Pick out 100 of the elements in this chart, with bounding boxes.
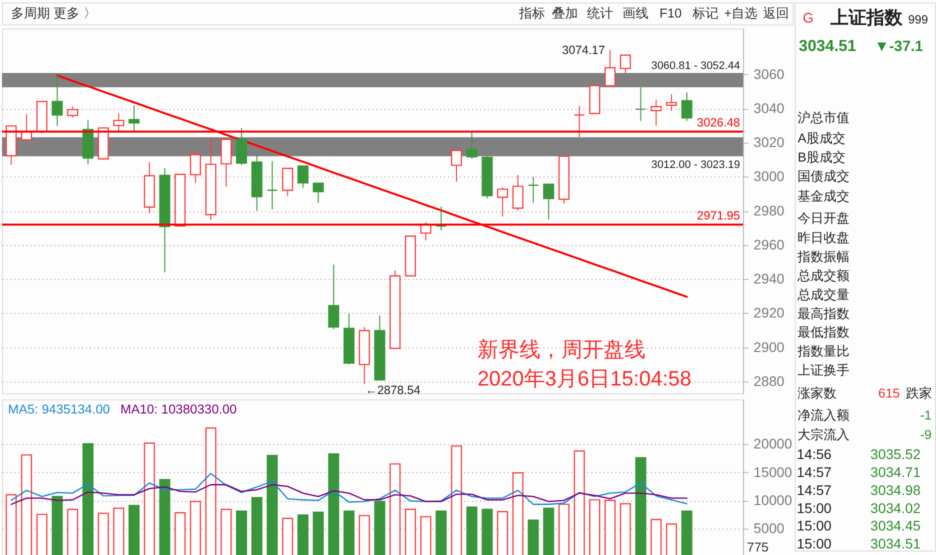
text: 多周期 [10,5,50,20]
text: 国债成交 [798,168,850,184]
text: 净流入额 [798,407,850,422]
bar [635,457,646,555]
text: 3034.45 [870,518,921,534]
text: 沪总市值 [798,110,850,125]
candlestick [635,86,646,122]
bar [82,443,94,555]
text: 15:00 [796,518,832,534]
y-tick-label: 2960 [753,236,785,252]
bar [482,508,493,555]
text: 跌家 [906,385,932,400]
text: 昨日收盘 [798,230,850,246]
bar [466,506,478,555]
line-series [10,472,688,505]
candlestick [266,160,278,210]
bar [374,500,386,555]
ref-line-label: 3026.48 [696,116,740,130]
text: 指标 [518,5,546,20]
candlestick [466,132,478,160]
text: 大宗流入 [798,427,850,442]
text: 3034.71 [870,464,921,480]
candlestick [650,99,662,126]
bar [328,453,340,555]
text: F10 [659,5,682,20]
text: 最低指数 [798,324,850,340]
text: 15:00 [796,500,832,516]
text: 今日开盘 [798,210,850,226]
candlestick [604,50,616,86]
candlestick [666,94,677,112]
line-series [10,484,688,505]
text: 更多 〉 [54,5,96,20]
y-tick-label: 2940 [753,270,785,287]
candlestick [52,74,63,126]
text: A股成交 [798,130,846,146]
text: 3034.02 [870,500,921,516]
candlestick [620,54,631,74]
y-tick-label: 2980 [753,202,785,218]
text: +自选 [724,5,758,20]
text: 615 [878,385,900,400]
annotation: ←2878.54 [365,382,421,397]
bar [312,512,324,555]
candlestick [190,148,201,184]
bar [266,454,278,555]
candlestick [543,184,554,220]
text: 指数量比 [796,344,850,359]
text: 15:00 [796,536,832,552]
text: -1 [920,407,932,422]
y-tick-label: 3020 [753,134,785,150]
bar [543,508,554,555]
text: 3034.51 [798,38,856,56]
candlestick [328,264,340,330]
text: 指数振幅 [796,249,850,264]
text: 3034.51 [870,536,921,552]
ref-line-label: 2971.95 [696,208,740,223]
candlestick [67,106,78,118]
candlestick [236,128,248,166]
text: G [802,9,814,26]
bar [436,510,447,555]
text: 上证换手 [798,362,850,378]
candlestick [113,112,124,132]
text: 3035.52 [870,446,921,462]
bar [344,510,355,555]
y-tick-label: 15000 [753,464,792,480]
text: MA10: 10380330.00 [120,401,237,416]
candlestick [497,186,508,217]
band-label: 3060.81 - 3052.44 [651,60,740,72]
text: 叠加 [552,5,578,20]
annotation: 2020年3月6日15:04:58 [477,367,692,390]
y-tick-label: 2880 [753,372,785,389]
candlestick [312,182,324,204]
bar [52,496,63,555]
candlestick [574,105,585,138]
bar [681,510,692,555]
y-tick-label: 2920 [753,304,785,321]
text: 总成交量 [796,286,850,302]
bar [159,479,170,555]
text: 3034.98 [870,482,921,498]
candlestick [297,165,308,189]
candlestick [528,176,539,204]
text: 统计 [586,5,613,20]
text: 最高指数 [798,306,850,321]
bar [297,514,308,555]
text: 775 [747,540,769,555]
candlestick [282,168,294,196]
text: 基金成交 [798,188,850,204]
candlestick [681,92,692,122]
text: 上证指数 [830,7,904,28]
text: 涨家数 [798,385,837,400]
candlestick [128,104,140,132]
bar [251,496,262,555]
bar [236,510,248,555]
y-tick-label: 10000 [753,492,792,508]
candlestick [450,150,462,182]
text: 总成交额 [796,268,850,283]
text: 画线 [622,5,649,20]
text: 14:57 [796,464,832,480]
annotation: 3074.17 [562,43,606,58]
bar [128,504,140,555]
text: 返回 [762,5,789,20]
